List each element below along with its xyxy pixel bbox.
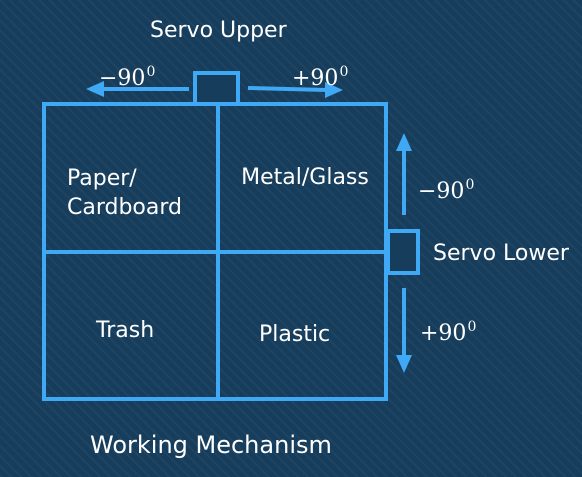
servo-lower-down-angle: +900 (420, 313, 476, 348)
bin-label-line: Cardboard (67, 195, 182, 220)
servo-lower-label: Servo Lower (433, 241, 569, 266)
angle-value: −90 (99, 66, 146, 91)
arrow-down-icon (396, 355, 412, 373)
servo-upper-left-angle: −900 (99, 58, 155, 93)
diagram-title: Working Mechanism (90, 431, 332, 459)
servo-upper-right-angle: +900 (292, 58, 348, 93)
bin-metal-glass-label: Metal/Glass (241, 165, 369, 190)
arrow-right-shaft (247, 86, 328, 92)
servo-upper-box (193, 71, 240, 106)
servo-lower-box (386, 229, 420, 275)
angle-value: +90 (292, 66, 339, 91)
angle-value: +90 (420, 321, 467, 346)
angle-exponent: 0 (339, 64, 349, 80)
servo-lower-up-angle: −900 (418, 171, 474, 206)
bin-plastic-label: Plastic (259, 322, 331, 347)
angle-exponent: 0 (467, 319, 477, 335)
servo-upper-label: Servo Upper (150, 18, 287, 43)
arrow-up-icon (396, 133, 412, 151)
angle-exponent: 0 (146, 64, 156, 80)
bin-trash-label: Trash (96, 318, 155, 343)
arrow-right-icon (325, 82, 343, 98)
bin-paper-cardboard-label: Paper/ Cardboard (67, 164, 182, 222)
angle-value: −90 (418, 179, 465, 204)
angle-exponent: 0 (465, 177, 475, 193)
arrow-left-icon (86, 81, 104, 97)
bin-label-line: Paper/ (67, 166, 137, 191)
